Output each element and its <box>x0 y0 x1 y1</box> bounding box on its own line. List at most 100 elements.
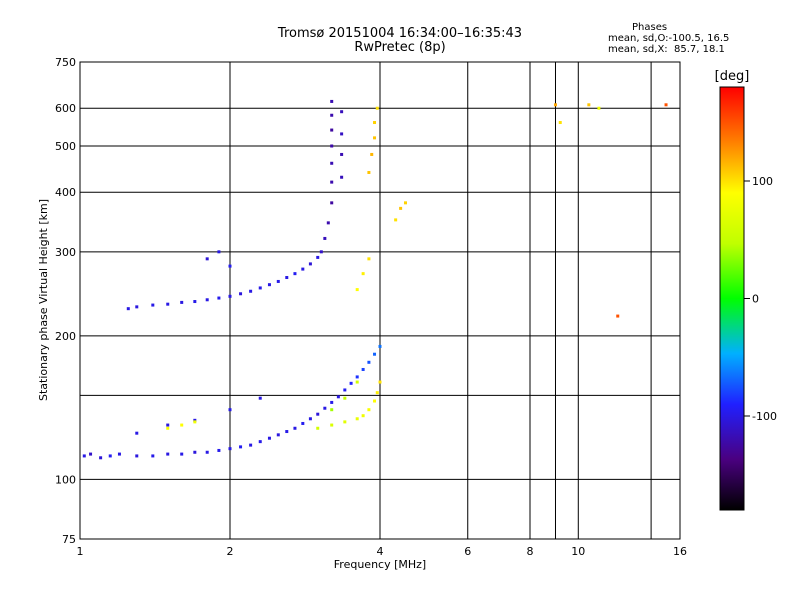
data-point <box>367 408 371 412</box>
data-point <box>217 250 221 254</box>
data-point <box>373 399 377 403</box>
data-point <box>355 417 359 421</box>
chart-title-line2: RwPretec (8p) <box>354 40 446 55</box>
data-point <box>336 395 340 399</box>
data-point <box>370 152 374 156</box>
data-point <box>323 406 327 410</box>
data-point <box>117 452 121 456</box>
data-point <box>228 294 232 298</box>
data-point <box>375 106 379 110</box>
x-tick-label: 4 <box>377 545 384 558</box>
data-point <box>361 272 365 276</box>
y-tick-label: 300 <box>55 246 76 259</box>
data-point <box>193 420 197 424</box>
x-tick-label: 6 <box>464 545 471 558</box>
data-point <box>330 113 334 117</box>
y-tick-label: 100 <box>55 473 76 486</box>
y-axis-label: Stationary phase Virtual Height [km] <box>37 199 50 401</box>
data-point <box>108 454 112 458</box>
data-point <box>180 452 184 456</box>
data-point <box>316 412 320 416</box>
data-point <box>228 264 232 268</box>
data-point <box>99 456 103 460</box>
data-point <box>166 423 170 427</box>
data-point <box>258 286 262 290</box>
data-point <box>330 128 334 132</box>
data-point <box>330 408 334 412</box>
data-point <box>361 414 365 418</box>
data-point <box>228 447 232 451</box>
data-point <box>193 418 197 422</box>
data-point <box>399 206 403 210</box>
x-tick-label: 2 <box>227 545 234 558</box>
data-point <box>340 132 344 136</box>
data-point <box>166 452 170 456</box>
chart-title-line1: Tromsø 20151004 16:34:00–16:35:43 <box>277 26 523 41</box>
data-point <box>343 396 347 400</box>
data-point <box>249 289 253 293</box>
y-tick-label: 75 <box>62 533 76 546</box>
data-point <box>193 300 197 304</box>
data-point <box>258 396 262 400</box>
data-point <box>373 136 377 140</box>
data-point <box>375 391 379 395</box>
data-point <box>316 255 320 259</box>
data-point <box>217 448 221 452</box>
data-point <box>126 307 130 311</box>
data-point <box>587 103 591 107</box>
data-point <box>135 305 139 309</box>
x-axis-label: Frequency [MHz] <box>334 558 426 571</box>
data-point <box>330 161 334 165</box>
data-point <box>340 175 344 179</box>
data-point <box>151 303 155 307</box>
data-point <box>403 201 407 205</box>
data-point <box>558 121 562 125</box>
data-point <box>553 103 557 107</box>
data-point <box>267 283 271 287</box>
x-tick-label: 1 <box>77 545 84 558</box>
data-point <box>323 236 327 240</box>
data-point <box>355 288 359 292</box>
data-point <box>205 450 209 454</box>
data-point <box>378 344 382 348</box>
data-point <box>326 221 330 225</box>
data-point <box>330 423 334 427</box>
data-point <box>355 380 359 384</box>
data-point <box>301 421 305 425</box>
y-tick-label: 600 <box>55 102 76 115</box>
data-point <box>180 300 184 304</box>
y-tick-label: 400 <box>55 186 76 199</box>
data-point <box>340 110 344 114</box>
data-point <box>349 381 353 385</box>
data-point <box>193 450 197 454</box>
data-point <box>180 423 184 427</box>
data-point <box>166 426 170 430</box>
data-point <box>82 454 86 458</box>
data-point <box>308 417 312 421</box>
y-tick-label: 200 <box>55 330 76 343</box>
data-point <box>308 262 312 266</box>
data-point <box>135 454 139 458</box>
data-point <box>330 144 334 148</box>
phases-o-line: mean, sd,O:-100.5, 16.5 <box>608 33 730 44</box>
plot-frame <box>79 61 681 540</box>
colorbar-tick-label: -100 <box>752 410 777 423</box>
x-tick-label: 16 <box>673 545 687 558</box>
data-point <box>330 400 334 404</box>
data-point <box>267 436 271 440</box>
data-point <box>239 292 243 296</box>
data-point <box>293 426 297 430</box>
data-point <box>343 388 347 392</box>
data-point <box>239 445 243 449</box>
data-point <box>343 420 347 424</box>
data-point <box>293 272 297 276</box>
y-tick-label: 750 <box>55 56 76 69</box>
data-point <box>394 218 398 222</box>
data-point <box>616 314 620 318</box>
data-point <box>330 201 334 205</box>
data-point <box>276 279 280 283</box>
colorbar-tick-label: 0 <box>752 293 759 306</box>
data-point <box>89 452 93 456</box>
data-point <box>151 454 155 458</box>
